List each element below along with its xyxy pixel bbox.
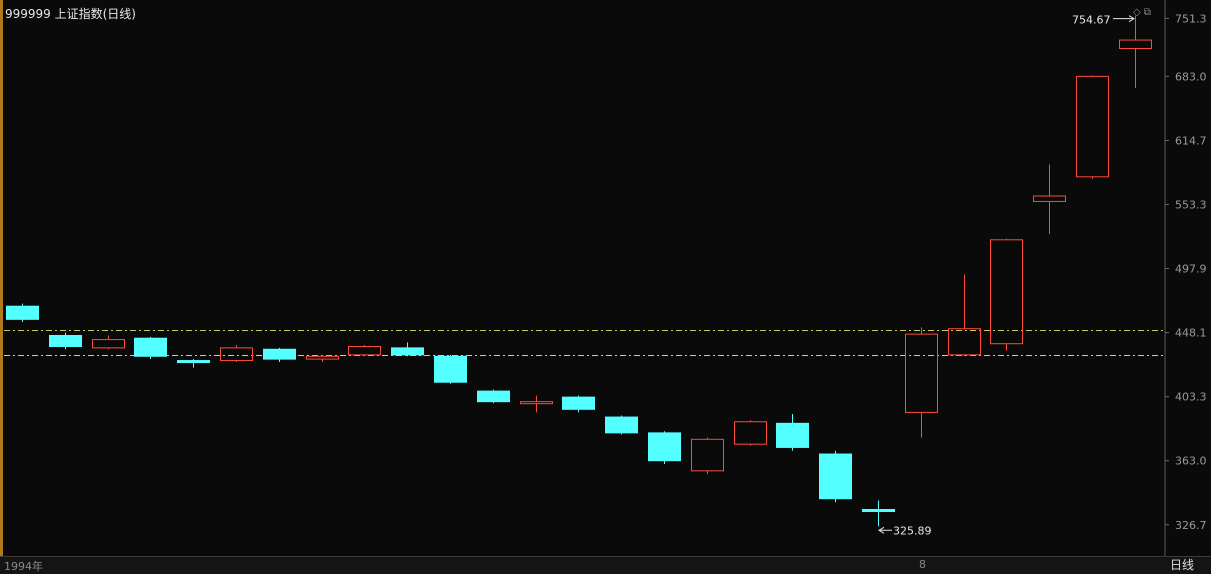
candle-body-up bbox=[691, 438, 724, 472]
candle bbox=[1076, 75, 1109, 179]
year-label: 1994年 bbox=[4, 560, 43, 573]
window-controls: ◇ ⧉ bbox=[1133, 7, 1154, 18]
price-tick-label: 326.7 bbox=[1175, 519, 1207, 532]
candle bbox=[263, 347, 296, 362]
candle bbox=[477, 389, 510, 404]
candle-body-up bbox=[734, 421, 767, 445]
candle-body-up bbox=[948, 328, 981, 356]
left-edge-strip bbox=[0, 0, 3, 556]
candle bbox=[776, 413, 809, 451]
candle-body-down bbox=[862, 508, 895, 512]
candle-body-up bbox=[1119, 39, 1152, 50]
candle-body-down bbox=[49, 334, 82, 347]
period-button[interactable]: 日线 bbox=[1170, 558, 1195, 572]
candle-body-up bbox=[1033, 195, 1066, 202]
diamond-icon[interactable]: ◇ bbox=[1133, 7, 1141, 18]
candle-body-down bbox=[776, 422, 809, 448]
candle-body-down bbox=[434, 355, 467, 383]
candle bbox=[648, 431, 681, 465]
candle-body-down bbox=[134, 337, 167, 357]
candle-body-down bbox=[477, 390, 510, 403]
time-axis-bar bbox=[0, 556, 1211, 574]
candle-body-up bbox=[990, 239, 1023, 345]
min-price-label: 325.89 bbox=[893, 524, 932, 537]
candle bbox=[520, 395, 553, 413]
candle bbox=[220, 345, 253, 362]
date-tick-label: 8 bbox=[919, 558, 926, 571]
candle bbox=[134, 336, 167, 360]
candle-body-up bbox=[520, 401, 553, 405]
candle bbox=[1033, 164, 1066, 235]
candle bbox=[306, 354, 339, 362]
candle-body-down bbox=[562, 396, 595, 410]
price-tick-label: 553.3 bbox=[1175, 198, 1207, 211]
candle bbox=[819, 450, 852, 503]
chart-title: 999999 上证指数(日线) bbox=[5, 7, 136, 21]
candle-body-up bbox=[92, 339, 125, 349]
price-tick-label: 403.3 bbox=[1175, 391, 1207, 404]
candle bbox=[562, 395, 595, 413]
price-tick-label: 683.0 bbox=[1175, 70, 1207, 83]
candle bbox=[734, 420, 767, 446]
candle-body-up bbox=[220, 347, 253, 362]
candle bbox=[49, 332, 82, 350]
candle-body-down bbox=[819, 453, 852, 500]
candle-body-down bbox=[6, 305, 39, 320]
candle-body-up bbox=[348, 345, 381, 356]
candle bbox=[990, 238, 1023, 351]
candle bbox=[6, 303, 39, 322]
candle bbox=[177, 359, 210, 368]
candle-body-up bbox=[905, 333, 938, 413]
price-tick-label: 497.9 bbox=[1175, 263, 1207, 276]
candle-body-down bbox=[263, 348, 296, 360]
candle-body-down bbox=[648, 432, 681, 462]
price-tick-label: 751.3 bbox=[1175, 12, 1207, 25]
candle bbox=[92, 335, 125, 350]
max-pointer-arrow bbox=[1128, 15, 1135, 23]
candlestick-chart[interactable]: 751.3 683.0 614.7 553.3 497.9 448.1 403.3 363.0… bbox=[0, 0, 1211, 556]
price-tick-label: 614.7 bbox=[1175, 134, 1207, 147]
price-tick-label: 363.0 bbox=[1175, 455, 1207, 468]
candle-body-down bbox=[391, 347, 424, 356]
candle bbox=[348, 345, 381, 357]
candle bbox=[862, 500, 895, 527]
price-tick-label: 448.1 bbox=[1175, 327, 1207, 340]
restore-window-icon[interactable]: ⧉ bbox=[1143, 7, 1151, 18]
max-price-label: 754.67 bbox=[1072, 14, 1111, 27]
candle-body-up bbox=[306, 355, 339, 360]
min-pointer-arrow bbox=[878, 526, 885, 534]
candle bbox=[948, 274, 981, 357]
candle bbox=[391, 342, 424, 357]
candle-body-up bbox=[1076, 75, 1109, 178]
candle bbox=[691, 437, 724, 475]
candle-body-down bbox=[605, 416, 638, 434]
candle bbox=[605, 415, 638, 435]
candle bbox=[434, 354, 467, 384]
candle-body-down bbox=[177, 360, 210, 364]
candle bbox=[905, 327, 938, 438]
candle bbox=[1119, 15, 1152, 89]
